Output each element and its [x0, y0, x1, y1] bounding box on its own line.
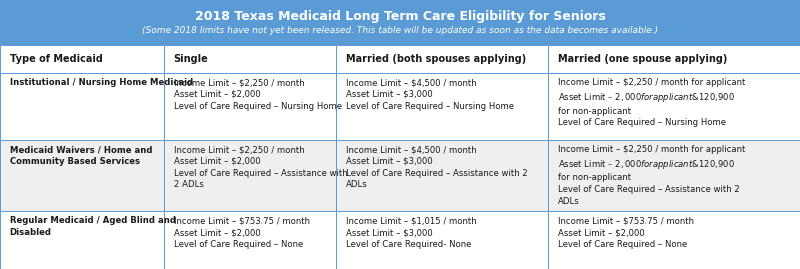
Bar	[0, 140, 164, 211]
Bar	[336, 211, 548, 269]
Bar	[548, 45, 800, 73]
Bar	[548, 211, 800, 269]
Bar	[0, 45, 164, 73]
Text: Single: Single	[174, 54, 208, 64]
Text: Income Limit – $753.75 / month
Asset Limit – $2,000
Level of Care Required – Non: Income Limit – $753.75 / month Asset Lim…	[558, 216, 694, 249]
Text: Income Limit – $2,250 / month for applicant
Asset Limit – $2,000 for applicant &: Income Limit – $2,250 / month for applic…	[558, 78, 745, 127]
Bar	[548, 140, 800, 211]
Bar	[336, 73, 548, 140]
Text: 2018 Texas Medicaid Long Term Care Eligibility for Seniors: 2018 Texas Medicaid Long Term Care Eligi…	[194, 9, 606, 23]
Text: Income Limit – $753.75 / month
Asset Limit – $2,000
Level of Care Required – Non: Income Limit – $753.75 / month Asset Lim…	[174, 216, 310, 249]
Text: Medicaid Waivers / Home and
Community Based Services: Medicaid Waivers / Home and Community Ba…	[10, 145, 152, 166]
Bar	[0, 211, 164, 269]
Text: Type of Medicaid: Type of Medicaid	[10, 54, 102, 64]
Bar	[164, 45, 336, 73]
Bar	[164, 73, 336, 140]
Text: Institutional / Nursing Home Medicaid: Institutional / Nursing Home Medicaid	[10, 78, 193, 87]
Bar	[336, 45, 548, 73]
Text: Income Limit – $2,250 / month
Asset Limit – $2,000
Level of Care Required – Nurs: Income Limit – $2,250 / month Asset Limi…	[174, 78, 342, 111]
Bar	[336, 140, 548, 211]
Text: Income Limit – $4,500 / month
Asset Limit – $3,000
Level of Care Required – Assi: Income Limit – $4,500 / month Asset Limi…	[346, 145, 527, 189]
Text: Income Limit – $1,015 / month
Asset Limit – $3,000
Level of Care Required- None: Income Limit – $1,015 / month Asset Limi…	[346, 216, 476, 249]
Bar	[548, 73, 800, 140]
Text: (Some 2018 limits have not yet been released. This table will be updated as soon: (Some 2018 limits have not yet been rele…	[142, 26, 658, 35]
Text: Income Limit – $2,250 / month for applicant
Asset Limit – $2,000 for applicant &: Income Limit – $2,250 / month for applic…	[558, 145, 745, 206]
Bar	[164, 140, 336, 211]
Text: Married (both spouses applying): Married (both spouses applying)	[346, 54, 526, 64]
Text: Married (one spouse applying): Married (one spouse applying)	[558, 54, 727, 64]
Text: Regular Medicaid / Aged Blind and
Disabled: Regular Medicaid / Aged Blind and Disabl…	[10, 216, 176, 237]
Bar	[0, 0, 800, 45]
Bar	[0, 73, 164, 140]
Text: Income Limit – $2,250 / month
Asset Limit – $2,000
Level of Care Required – Assi: Income Limit – $2,250 / month Asset Limi…	[174, 145, 347, 189]
Text: Income Limit – $4,500 / month
Asset Limit – $3,000
Level of Care Required – Nurs: Income Limit – $4,500 / month Asset Limi…	[346, 78, 514, 111]
Bar	[164, 211, 336, 269]
